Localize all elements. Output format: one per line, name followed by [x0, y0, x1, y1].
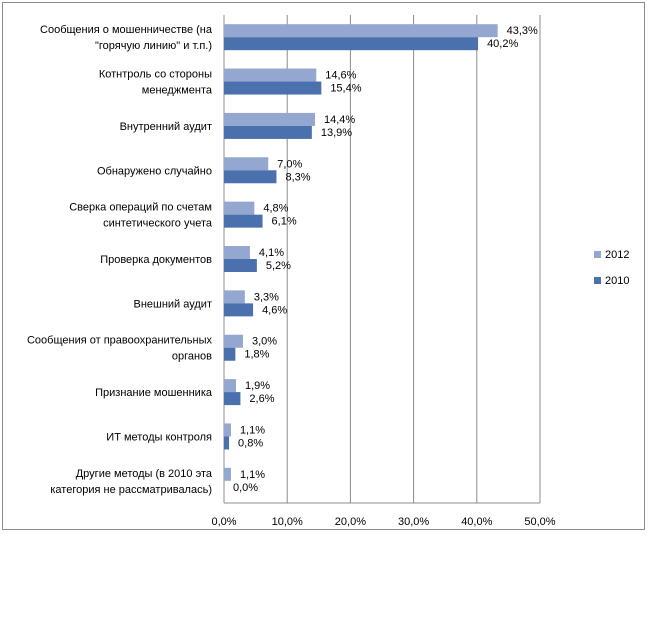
bar-2010 [224, 303, 254, 317]
data-label-2012: 1,1% [240, 424, 265, 436]
data-label-2010: 8,3% [285, 171, 310, 183]
category-label: синтетического учета [103, 218, 213, 230]
bar-2010 [224, 170, 277, 184]
category-label: Внешний аудит [133, 298, 212, 310]
x-tick-label: 10,0% [272, 516, 303, 528]
data-label-2012: 1,1% [240, 469, 265, 481]
data-label-2012: 3,3% [254, 291, 279, 303]
data-label-2010: 1,8% [244, 349, 269, 361]
bar-2012 [224, 379, 237, 393]
category-label: Другие методы (в 2010 эта [76, 468, 213, 480]
category-label: Внутренний аудит [120, 121, 212, 133]
bar-2010 [224, 214, 263, 228]
category-label: "горячую линию" и т.п.) [95, 40, 212, 52]
bar-2010 [224, 259, 257, 272]
data-label-2012: 4,8% [263, 203, 288, 215]
chart-frame [2, 2, 645, 530]
bar-2012 [224, 467, 231, 481]
category-label: органов [172, 351, 212, 363]
data-label-2012: 14,6% [325, 70, 356, 82]
bar-2010 [224, 392, 241, 406]
category-label: Обнаружено случайно [97, 165, 212, 177]
category-label: Котнтроль со стороны [99, 69, 212, 81]
bar-2012 [224, 24, 498, 38]
data-label-2012: 3,0% [252, 336, 277, 348]
data-label-2010: 6,1% [272, 216, 297, 228]
bar-2010 [224, 37, 479, 51]
data-label-2012: 1,9% [245, 380, 270, 392]
bar-2012 [224, 423, 231, 437]
category-label: Признание мошенника [95, 387, 213, 399]
data-label-2012: 14,4% [324, 114, 355, 126]
bar-2012 [224, 157, 269, 171]
data-label-2010: 13,9% [321, 127, 352, 139]
category-label: категория не рассматривалась) [50, 484, 212, 496]
bar-2010 [224, 125, 312, 139]
x-tick-label: 50,0% [524, 516, 555, 528]
bar-2012 [224, 290, 245, 304]
data-label-2010: 0,0% [233, 482, 258, 494]
legend-swatch-2010 [594, 277, 601, 284]
bar-2012 [224, 68, 317, 82]
bar-2012 [224, 334, 243, 348]
bar-2010 [224, 436, 230, 450]
legend-label-2012: 2012 [605, 249, 629, 261]
data-label-2010: 2,6% [249, 393, 274, 405]
category-label: Сообщения от правоохранительных [27, 335, 213, 347]
category-label: Сверка операций по счетам [69, 202, 212, 214]
x-tick-label: 0,0% [211, 516, 236, 528]
legend-label-2010: 2010 [605, 275, 629, 287]
x-tick-label: 30,0% [398, 516, 429, 528]
bar-2010 [224, 347, 236, 361]
x-tick-label: 40,0% [461, 516, 492, 528]
legend-swatch-2012 [594, 251, 601, 258]
data-label-2010: 40,2% [487, 38, 518, 50]
data-label-2010: 5,2% [266, 260, 291, 272]
bar-2012 [224, 246, 250, 259]
x-tick-label: 20,0% [335, 516, 366, 528]
data-label-2012: 43,3% [507, 25, 538, 37]
data-label-2010: 0,8% [238, 437, 263, 449]
bar-2012 [224, 201, 255, 215]
category-label: Проверка документов [100, 254, 212, 266]
category-label: Сообщения о мошенничестве (на [40, 24, 213, 36]
data-label-2010: 15,4% [330, 83, 361, 95]
data-label-2010: 4,6% [262, 304, 287, 316]
category-label: ИТ методы контроля [106, 431, 212, 443]
category-label: менеджмента [142, 85, 213, 97]
data-label-2012: 4,1% [259, 247, 284, 259]
data-label-2012: 7,0% [277, 158, 302, 170]
bar-2010 [224, 81, 322, 95]
bar-2012 [224, 112, 316, 126]
